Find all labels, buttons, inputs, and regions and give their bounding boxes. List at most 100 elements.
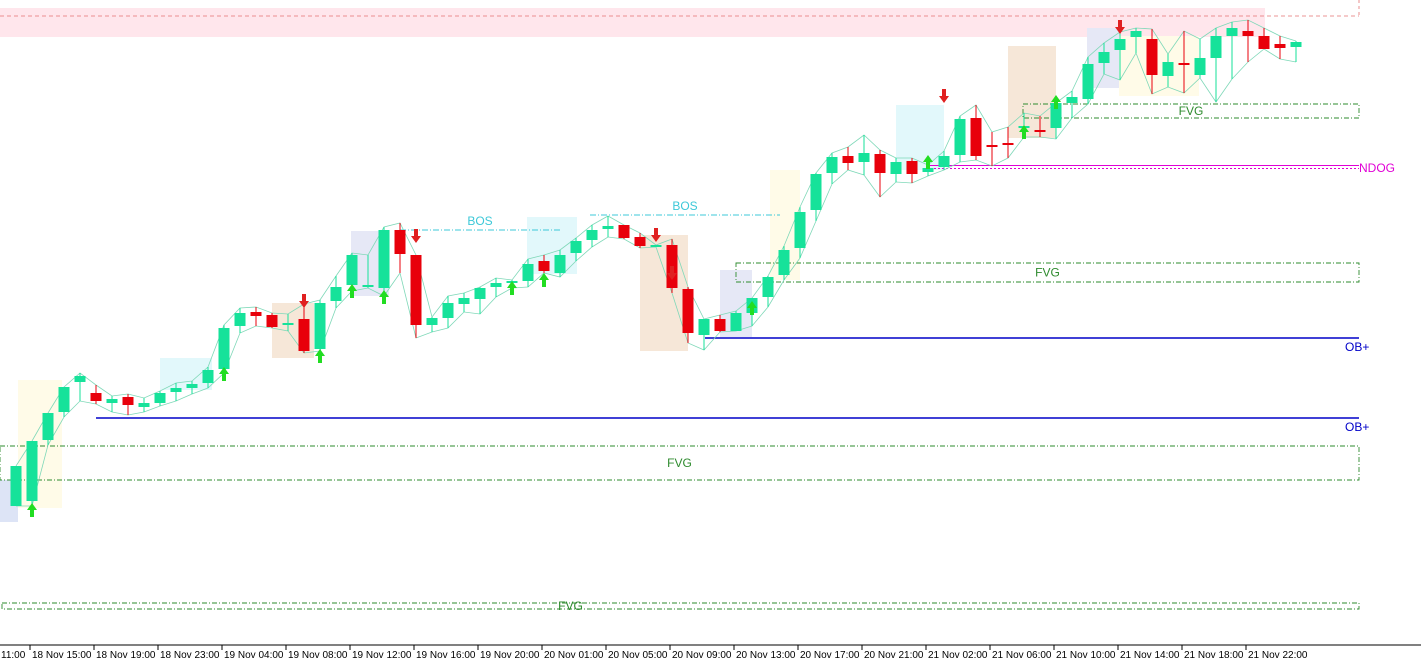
bull-candle — [490, 278, 502, 297]
candle-body — [1178, 63, 1190, 65]
candle-body — [106, 399, 118, 403]
candle-body — [362, 285, 374, 287]
buy-arrow-icon — [315, 349, 325, 363]
buy-arrow-icon — [27, 503, 37, 517]
candle-body — [826, 157, 838, 173]
bull-candle — [1114, 32, 1126, 80]
candle-body — [298, 319, 310, 351]
candle-body — [378, 230, 390, 288]
bull-candle — [554, 250, 566, 277]
candle-body — [986, 145, 998, 147]
x-tick-label: 20 Nov 01:00 — [544, 650, 604, 661]
bull-candle — [282, 314, 294, 331]
candle-body — [1210, 36, 1222, 58]
x-tick-label: 21 Nov 18:00 — [1184, 650, 1244, 661]
bull-candle — [1210, 28, 1222, 102]
bear-candle — [1274, 36, 1286, 59]
bull-candle — [154, 391, 166, 406]
bear-candle — [682, 287, 694, 343]
zone-box — [1119, 36, 1199, 96]
bear-candle — [410, 255, 422, 338]
bull-candle — [810, 173, 822, 221]
zone-box — [896, 105, 944, 170]
x-tick-label: 20 Nov 17:00 — [800, 650, 860, 661]
bear-candle — [1242, 20, 1254, 62]
fvg-zone — [1022, 103, 1360, 119]
candle-body — [410, 255, 422, 325]
buy-arrow-icon — [923, 155, 933, 169]
candle-body — [1130, 31, 1142, 37]
buy-arrow-icon — [219, 367, 229, 381]
candle-body — [266, 315, 278, 327]
bull-candle — [1082, 57, 1094, 104]
bull-candle — [458, 293, 470, 312]
bull-candle — [522, 259, 534, 287]
bull-candle — [762, 276, 774, 307]
buy-arrow-icon — [347, 284, 357, 298]
x-tick-label: 21 Nov 06:00 — [992, 650, 1052, 661]
candle-body — [778, 250, 790, 275]
fvg-label: FVG — [558, 599, 583, 613]
x-tick-label: 19 Nov 16:00 — [416, 650, 476, 661]
bear-candle — [634, 233, 646, 248]
candle-body — [170, 388, 182, 392]
bull-candle — [730, 311, 742, 331]
bull-candle — [186, 381, 198, 394]
candle-body — [1290, 42, 1302, 47]
sell-arrow-icon — [1115, 20, 1125, 34]
bull-candle — [890, 158, 902, 182]
candle-body — [682, 289, 694, 333]
sell-arrow-icon — [939, 89, 949, 103]
signal-arrows — [27, 20, 1125, 517]
candle-body — [394, 230, 406, 254]
candle-body — [42, 413, 54, 440]
fvg-zone — [0, 445, 1360, 481]
bull-candle — [330, 276, 342, 308]
bull-candle — [1290, 41, 1302, 62]
zone-box — [18, 380, 62, 508]
bull-candle — [42, 413, 54, 445]
bull-candle — [362, 255, 374, 288]
bull-candle — [794, 207, 806, 258]
bull-candle — [1098, 43, 1110, 74]
bear-candle — [394, 223, 406, 273]
x-tick-label: 21 Nov 14:00 — [1120, 650, 1180, 661]
candle-body — [954, 119, 966, 155]
candle-body — [1258, 36, 1270, 49]
candle-body — [154, 393, 166, 403]
bull-candle — [1226, 22, 1238, 79]
x-tick-label: 19 Nov 20:00 — [480, 650, 540, 661]
candle-body — [138, 403, 150, 407]
candle-body — [554, 255, 566, 273]
bull-candle — [586, 225, 598, 247]
candle-body — [330, 287, 342, 301]
bear-candle — [874, 150, 886, 197]
candle-body — [442, 303, 454, 318]
x-tick-label: 20 Nov 21:00 — [864, 650, 924, 661]
candle-body — [426, 318, 438, 325]
candle-body — [202, 370, 214, 383]
buy-arrow-icon — [539, 273, 549, 287]
bull-candle — [10, 466, 22, 506]
x-tick-label: 18 Nov 19:00 — [96, 650, 156, 661]
candle-body — [314, 303, 326, 349]
buy-arrow-icon — [747, 301, 757, 315]
candle-body — [250, 312, 262, 316]
candle-body — [186, 384, 198, 388]
candle-body — [1002, 143, 1014, 145]
candle-body — [650, 245, 662, 247]
fvg-label: FVG — [1035, 266, 1060, 280]
candle-body — [1226, 28, 1238, 36]
candle-body — [10, 466, 22, 506]
fvg-zone — [1, 602, 1360, 610]
bull-candle — [1066, 91, 1078, 118]
bear-candle — [986, 132, 998, 166]
candle-body — [1162, 62, 1174, 76]
bull-candle — [442, 296, 454, 328]
bull-candle — [218, 325, 230, 373]
bear-candle — [1146, 29, 1158, 94]
sell-arrow-icon — [667, 266, 677, 280]
bos-label: BOS — [672, 199, 697, 213]
candle-body — [1066, 97, 1078, 103]
